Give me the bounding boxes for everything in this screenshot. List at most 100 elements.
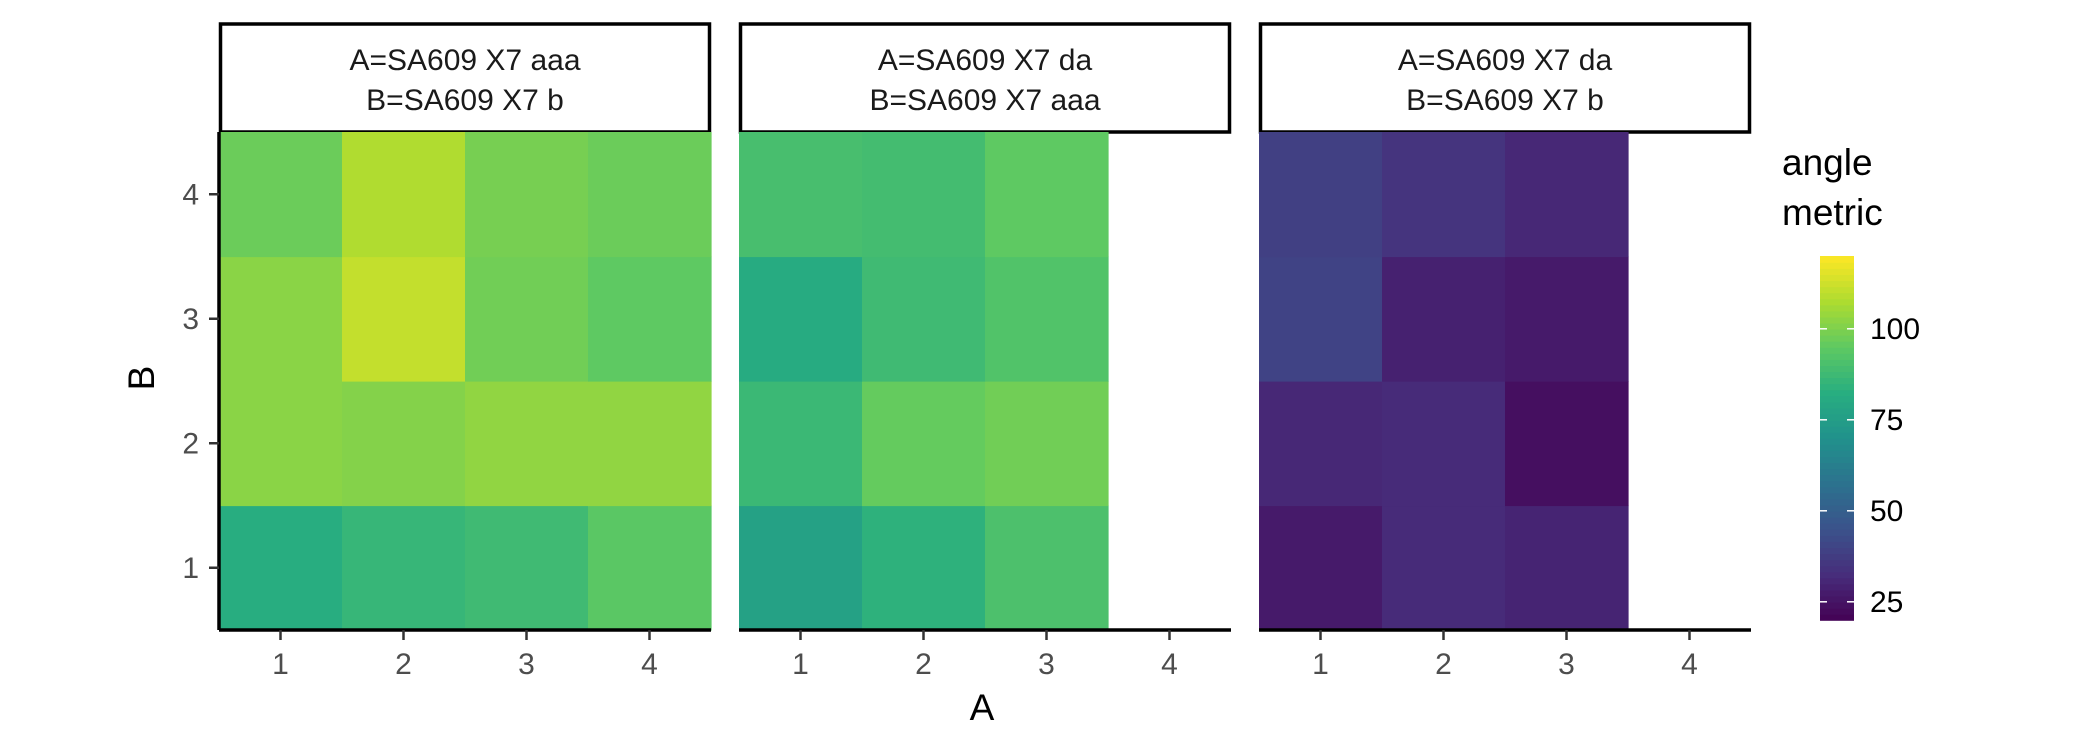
legend-colorbar-segment [1820, 492, 1854, 500]
heatmap-cell-a2-b1 [1382, 505, 1506, 631]
heatmap-cell-a1-b2 [739, 381, 863, 507]
legend-colorbar-segment [1820, 359, 1854, 366]
heatmap-cell-a1-b2 [219, 381, 343, 507]
panel-1: A=SA609 X7 aaa B=SA609 X7 b 1 2 3 4 1 2 3 4 [182, 22, 712, 681]
heatmap-cell-a4-b2 [588, 381, 712, 507]
heatmap-cell-a1-b3 [219, 256, 343, 382]
y-axis-title: B [121, 366, 162, 391]
heatmap-cell-a3-b2 [465, 381, 589, 507]
heatmap-cell-a1-b3 [1259, 256, 1383, 382]
heatmap-cell-a2-b1 [342, 505, 466, 631]
legend-colorbar-segment [1820, 353, 1854, 360]
color-legend: angle metric 25 50 75 100 [1782, 142, 1920, 621]
legend-colorbar-segment [1820, 413, 1854, 421]
legend-colorbar-segment [1820, 553, 1854, 561]
facet-strip-label: B=SA609 X7 b [1406, 84, 1604, 117]
legend-colorbar-segment [1820, 607, 1854, 615]
legend-colorbar-segment [1820, 256, 1854, 263]
panel-2: A=SA609 X7 da B=SA609 X7 aaa 1 2 3 4 [738, 22, 1232, 681]
heatmap-cell-a2-b2 [862, 381, 986, 507]
x-tick-label: 4 [641, 648, 658, 681]
heatmap-cell-a2-b3 [342, 256, 466, 382]
legend-colorbar-segment [1820, 383, 1854, 391]
facet-strip-label: B=SA609 X7 b [366, 84, 564, 117]
heatmap-cell-a1-b4 [1259, 132, 1383, 258]
legend-colorbar-segment [1820, 468, 1854, 476]
legend-colorbar-segment [1820, 498, 1854, 506]
facet-strip-label: A=SA609 X7 da [1398, 44, 1613, 77]
legend-colorbar-segment [1820, 334, 1854, 342]
legend-colorbar-segment [1820, 328, 1854, 336]
legend-colorbar-segment [1820, 389, 1854, 397]
legend-colorbar-segment [1820, 377, 1854, 385]
legend-colorbar-segment [1820, 510, 1854, 518]
x-tick-label: 1 [1312, 648, 1329, 681]
legend-colorbar-segment [1820, 529, 1854, 536]
heatmap-cell-a2-b2 [1382, 381, 1506, 507]
legend-colorbar-segment [1820, 419, 1854, 427]
legend-colorbar-segment [1820, 559, 1854, 567]
heatmap-cell-a2-b2 [342, 381, 466, 507]
heatmap-cell-a2-b4 [1382, 132, 1506, 258]
legend-colorbar-segment [1820, 516, 1854, 524]
legend-colorbar-segment [1820, 601, 1854, 609]
heatmap-cell-a3-b1 [985, 505, 1109, 631]
legend-title: angle [1782, 142, 1873, 183]
legend-colorbar-segment [1820, 304, 1854, 312]
facet-strip-label: A=SA609 X7 da [878, 44, 1093, 77]
legend-colorbar-segment [1820, 547, 1854, 555]
legend-colorbar-segment [1820, 347, 1854, 354]
legend-colorbar-segment [1820, 450, 1854, 457]
heatmap-cell-a1-b4 [219, 132, 343, 258]
legend-colorbar-segment [1820, 577, 1854, 585]
legend-colorbar-segment [1820, 613, 1854, 621]
legend-colorbar-segment [1820, 535, 1854, 542]
x-tick-label: 1 [272, 648, 289, 681]
heatmap-cell-a2-b1 [862, 505, 986, 631]
legend-colorbar-segment [1820, 371, 1854, 379]
heatmap-cell-a3-b3 [465, 256, 589, 382]
x-tick-label: 3 [518, 648, 535, 681]
legend-colorbar-segment [1820, 589, 1854, 597]
facet-strip-box [738, 22, 1232, 134]
legend-colorbar-segment [1820, 583, 1854, 591]
legend-colorbar-segment [1820, 286, 1854, 294]
legend-colorbar-segment [1820, 504, 1854, 512]
legend-colorbar-segment [1820, 431, 1854, 439]
heatmap-cell-a3-b2 [1505, 381, 1629, 507]
heatmap-cell-a4-b3 [588, 256, 712, 382]
legend-colorbar-segment [1820, 407, 1854, 415]
x-tick-label: 2 [1435, 648, 1452, 681]
legend-tick-label: 25 [1870, 586, 1903, 619]
panel-3: A=SA609 X7 da B=SA609 X7 b 1 2 3 4 [1258, 22, 1752, 681]
facet-strip-label: B=SA609 X7 aaa [869, 84, 1100, 117]
legend-colorbar-segment [1820, 298, 1854, 306]
x-axis-title: A [970, 687, 995, 728]
heatmap-cell-a2-b4 [342, 132, 466, 258]
facet-strip-box [1258, 22, 1752, 134]
legend-colorbar-segment [1820, 541, 1854, 548]
legend-title: metric [1782, 192, 1883, 233]
legend-colorbar-segment [1820, 565, 1854, 573]
heatmap-cell-a4-b1 [588, 505, 712, 631]
heatmap-cell-a2-b3 [1382, 256, 1506, 382]
heatmap-cell-a3-b3 [985, 256, 1109, 382]
y-tick-label: 2 [182, 427, 199, 460]
x-tick-label: 2 [395, 648, 412, 681]
legend-colorbar-segment [1820, 322, 1854, 330]
heatmap-cell-a1-b3 [739, 256, 863, 382]
x-tick-label: 1 [792, 648, 809, 681]
y-tick-label: 1 [182, 552, 199, 585]
facet-strip-box [218, 22, 712, 134]
legend-colorbar-segment [1820, 456, 1854, 464]
legend-colorbar-segment [1820, 268, 1854, 275]
heatmap-cell-a1-b1 [1259, 505, 1383, 631]
legend-colorbar-segment [1820, 365, 1854, 373]
legend-tick-label: 75 [1870, 404, 1903, 437]
heatmap-cell-a1-b1 [219, 505, 343, 631]
x-tick-label: 3 [1558, 648, 1575, 681]
x-tick-label: 4 [1161, 648, 1178, 681]
legend-tick-label: 100 [1870, 313, 1920, 346]
x-tick-label: 4 [1681, 648, 1698, 681]
